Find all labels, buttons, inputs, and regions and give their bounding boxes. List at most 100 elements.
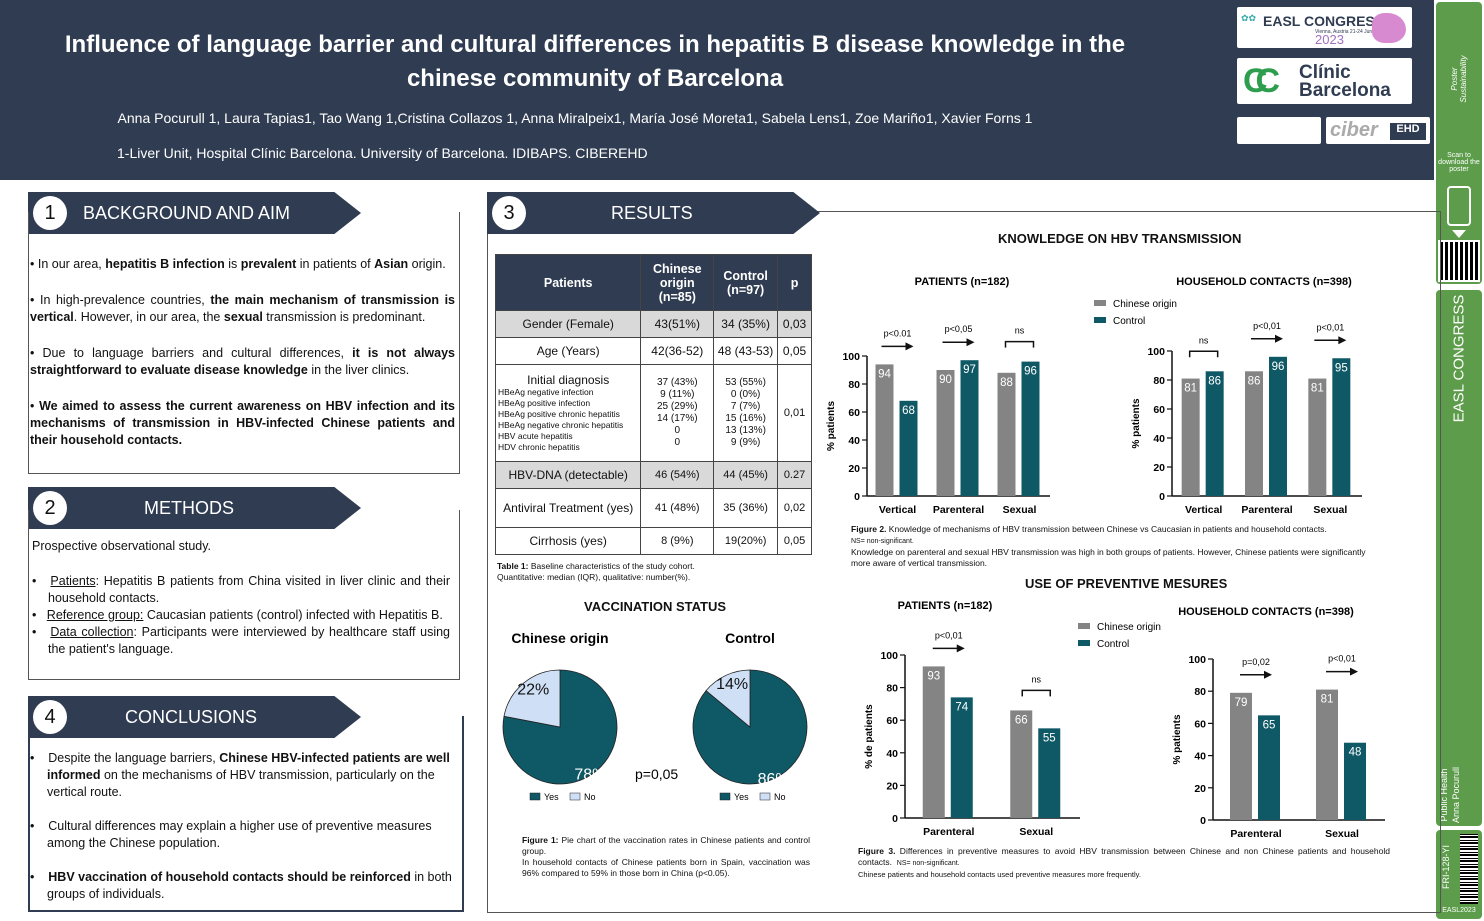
x-tick-label: Parenteral: [1241, 504, 1292, 516]
right-sidebar: Poster Sustainability Scan to download t…: [1434, 0, 1484, 921]
bar-data-label: 86: [1248, 375, 1261, 387]
legend-label: Control: [1097, 639, 1129, 650]
methods-banner: 2 METHODS: [28, 487, 361, 529]
legend-swatch: [569, 792, 581, 801]
chart-title: PATIENTS (n=182): [898, 600, 993, 612]
preventive-title: USE OF PREVENTIVE MESURES: [1025, 576, 1228, 591]
bar-data-label: 94: [878, 368, 891, 380]
bar-data-label: 81: [1321, 694, 1334, 706]
significance-arrowhead: [956, 644, 965, 653]
table-row: Cirrhosis (yes) 8 (9%) 19(20%) 0,05: [494, 527, 812, 555]
y-tick-label: 60: [848, 407, 860, 419]
bar-chart: PATIENTS (n=182) 0 20 40 60 80 100 % de patient…: [864, 600, 1080, 838]
bar: [1205, 371, 1224, 496]
significance-label: ns: [1031, 674, 1041, 684]
x-tick-label: Sexual: [1003, 504, 1037, 516]
bar: [1038, 728, 1061, 818]
bar-data-label: 79: [1235, 697, 1248, 709]
y-tick-label: 40: [848, 435, 860, 447]
figure2-caption: Figure 2. Knowledge of mechanisms of HBV…: [851, 524, 1366, 568]
significance-arrowhead: [1338, 336, 1347, 345]
background-title: BACKGROUND AND AIM: [83, 203, 291, 223]
bar-chart: PATIENTS (n=182) 0 20 40 60 80 100 % patients Ve…: [826, 276, 1050, 516]
pie-data-label: 22%: [517, 682, 549, 699]
significance-label: p<0.01: [884, 328, 912, 338]
significance-arrowhead: [1275, 334, 1283, 343]
baseline-table: Patients Chinese origin (n=85) Control (…: [494, 254, 812, 555]
bar: [1332, 358, 1351, 496]
y-tick-label: 0: [854, 491, 860, 503]
arrow-down-icon: [1452, 230, 1466, 238]
bar: [1316, 689, 1338, 820]
legend-swatch: [1094, 300, 1106, 306]
table-caption: Table 1: Baseline characteristics of the…: [497, 561, 695, 582]
transmission-title: KNOWLEDGE ON HBV TRANSMISSION: [998, 231, 1242, 246]
phone-icon: [1447, 186, 1471, 226]
y-tick-label: 80: [848, 379, 860, 391]
bar-data-label: 48: [1349, 747, 1362, 759]
easl-logo: ✿✿ EASL CONGRESS Vienna, Austria 21-24 J…: [1237, 7, 1412, 48]
methods-text: Prospective observational study. • Patie…: [32, 539, 450, 656]
x-tick-label: Parenteral: [933, 504, 984, 516]
legend-swatch: [759, 792, 771, 801]
x-tick-label: Sexual: [1019, 826, 1053, 838]
bar: [960, 360, 979, 496]
easl-vertical-logo: EASL CONGRESS: [1450, 294, 1468, 423]
author-list: Anna Pocurull 1, Laura Tapias1, Tao Wang…: [117, 110, 1033, 126]
bar-data-label: 90: [939, 374, 952, 386]
y-tick-label: 20: [848, 463, 860, 475]
results-title: RESULTS: [611, 203, 693, 223]
y-tick-label: 40: [1153, 433, 1165, 445]
bar-data-label: 68: [902, 405, 915, 417]
y-tick-label: 100: [1147, 346, 1165, 358]
legend-label: Chinese origin: [1097, 622, 1161, 633]
legend-label: Control: [1113, 316, 1145, 327]
bar: [1269, 356, 1287, 496]
idibaps-logo: IDIBAPS: [1237, 117, 1321, 144]
qr-code[interactable]: [1438, 240, 1480, 282]
legend-swatch: [719, 792, 731, 801]
x-tick-label: Vertical: [879, 504, 916, 516]
poster-title: Influence of language barrier and cultur…: [64, 31, 1126, 92]
y-axis-label: % de patients: [864, 704, 875, 769]
bar-data-label: 97: [963, 364, 976, 376]
legend-label: No: [584, 792, 596, 802]
bar-data-label: 93: [927, 670, 940, 682]
ciberehd-logo: ciber EHD: [1326, 117, 1430, 144]
significance-arrowhead: [966, 338, 975, 347]
y-tick-label: 100: [880, 650, 898, 662]
legend-label: Chinese origin: [1113, 299, 1177, 310]
bar: [1021, 361, 1040, 496]
bar-data-label: 55: [1043, 732, 1056, 744]
transmission-charts: PATIENTS (n=182) 0 20 40 60 80 100 % patients Ve…: [826, 276, 1362, 516]
y-tick-label: 80: [1153, 375, 1165, 387]
y-tick-label: 60: [1153, 404, 1165, 416]
bar-chart: HOUSEHOLD CONTACTS (n=398) 0 20 40 60 80 100 % …: [1094, 276, 1362, 516]
figure1-caption: Figure 1: Pie chart of the vaccination r…: [522, 835, 810, 878]
background-text: • In our area, hepatitis B infection is …: [30, 257, 455, 447]
poster-code: FRI-128-YI: [1441, 845, 1451, 890]
significance-label: p<0,05: [945, 324, 973, 334]
bar: [875, 364, 894, 496]
significance-label: p<0,01: [1253, 321, 1281, 331]
table-row: Age (Years) 42(36-52) 48 (43-53) 0,05: [494, 337, 812, 365]
bar-data-label: 88: [1000, 377, 1013, 389]
y-tick-label: 20: [1194, 783, 1206, 795]
poster-header: Influence of language barrier and cultur…: [0, 0, 1434, 180]
vaccination-title: VACCINATION STATUS: [584, 599, 727, 614]
year-label: EASL2023: [1442, 907, 1476, 914]
significance-bracket: [1021, 689, 1051, 697]
y-axis-label: % patients: [1172, 714, 1183, 764]
barcode: [1460, 834, 1478, 904]
x-tick-label: Vertical: [1185, 504, 1222, 516]
bar-data-label: 81: [1184, 383, 1197, 395]
significance-label: p<0,01: [1316, 322, 1344, 332]
figure3-caption: Figure 3. Differences in preventive meas…: [858, 846, 1390, 879]
table-row: HBV-DNA (detectable) 46 (54%) 44 (45%) 0.27: [494, 461, 812, 489]
legend-swatch: [1078, 640, 1090, 646]
pie-title: Control: [725, 630, 775, 646]
y-tick-label: 0: [1200, 815, 1206, 827]
bar: [1245, 371, 1263, 496]
bar: [1010, 710, 1033, 818]
x-tick-label: Sexual: [1325, 828, 1359, 840]
